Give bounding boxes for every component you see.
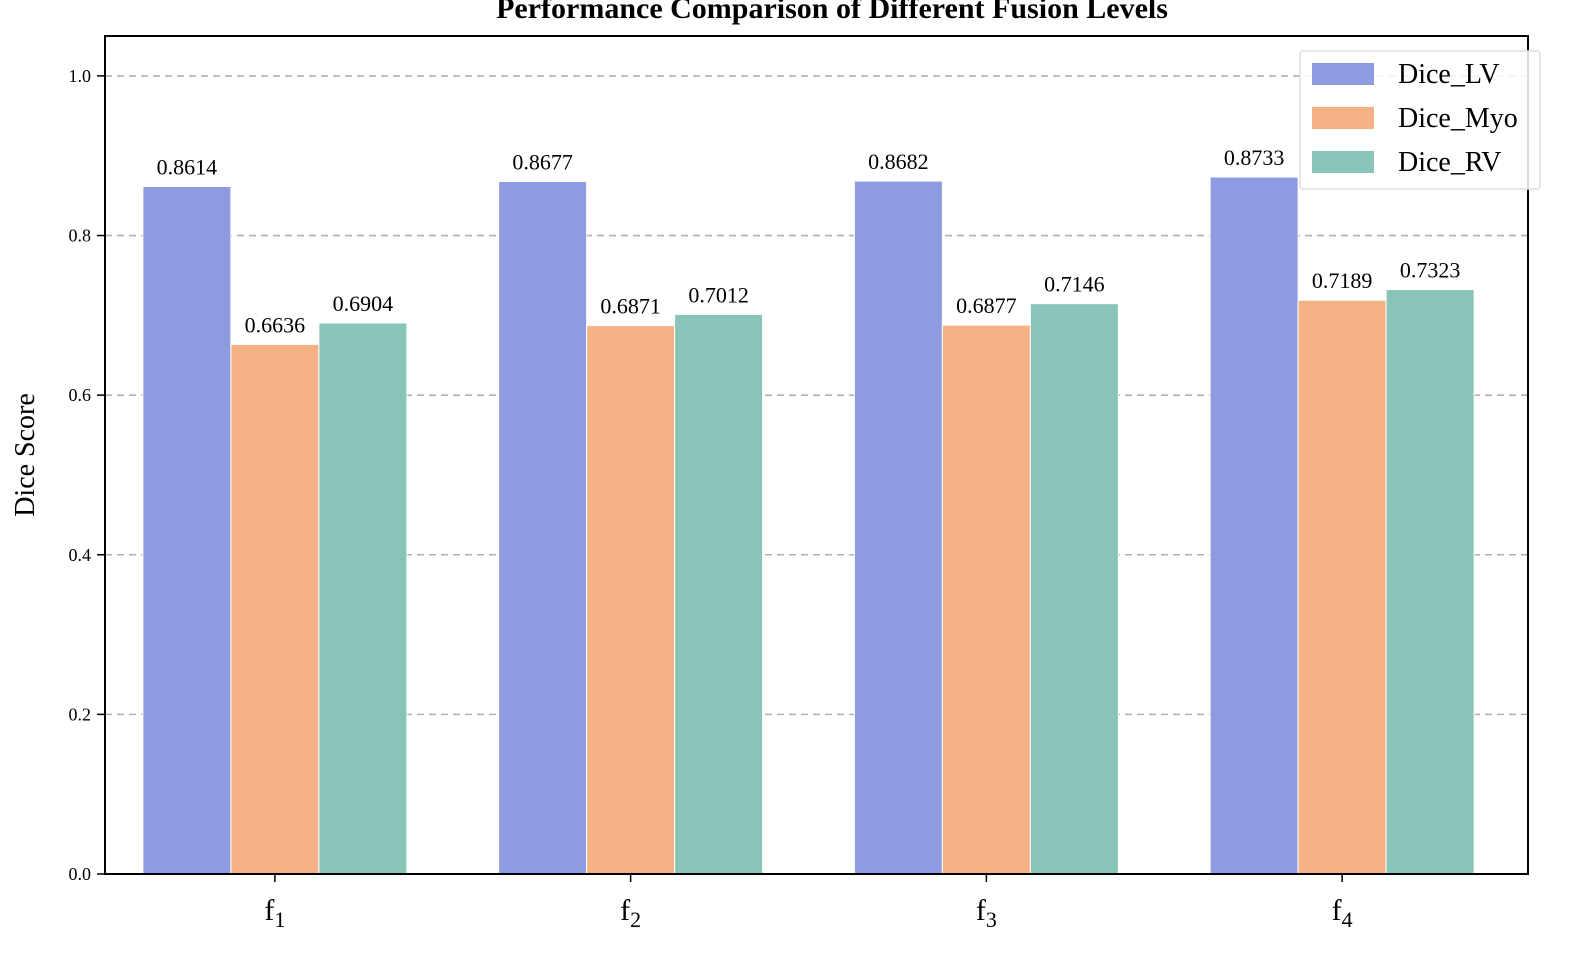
legend-label: Dice_Myo (1398, 103, 1518, 134)
x-tick-label: f2 (620, 894, 641, 932)
bar-value-label: 0.8614 (157, 155, 218, 180)
y-tick-label: 0.4 (69, 545, 92, 565)
legend: Dice_LV Dice_Myo Dice_RV (1299, 50, 1541, 190)
bar (674, 313, 764, 875)
bar-value-label: 0.8682 (868, 149, 929, 174)
x-tick-subscript: 3 (986, 907, 997, 932)
bar-value-label: 0.7146 (1044, 272, 1105, 297)
y-axis-ticks: 0.0 0.2 0.4 0.6 0.8 1.0 (69, 66, 105, 884)
bar (1209, 176, 1299, 875)
x-tick-subscript: 1 (274, 907, 285, 932)
bar-value-label: 0.8733 (1224, 145, 1285, 170)
bar-value-label: 0.6904 (333, 291, 394, 316)
bar (230, 343, 320, 875)
y-tick-label: 0.0 (69, 864, 92, 884)
bar (1385, 289, 1475, 875)
bar (586, 325, 676, 875)
bar-value-label: 0.7189 (1312, 268, 1373, 293)
legend-label: Dice_RV (1398, 147, 1502, 178)
bar (1029, 303, 1119, 875)
bar-value-label: 0.7323 (1400, 258, 1461, 283)
x-tick-label: f1 (264, 894, 285, 932)
grid-lines (105, 75, 1528, 716)
y-tick-label: 0.6 (69, 385, 92, 405)
legend-swatch (1312, 107, 1374, 129)
x-axis-ticks: f1 f2 f3 f4 (264, 874, 1353, 932)
bar-value-label: 0.8677 (512, 149, 573, 174)
x-tick-label: f3 (976, 894, 997, 932)
bar-value-label: 0.6877 (956, 293, 1017, 318)
y-axis-label: Dice Score (10, 393, 41, 517)
x-tick-subscript: 4 (1342, 907, 1353, 932)
legend-swatch (1312, 151, 1374, 173)
plot-frame (104, 35, 1529, 875)
legend-label: Dice_LV (1398, 59, 1500, 90)
y-tick-label: 0.2 (69, 704, 92, 724)
chart-title: Performance Comparison of Different Fusi… (496, 0, 1168, 25)
bar-value-label: 0.6871 (600, 294, 661, 319)
x-tick-label: f4 (1332, 894, 1353, 932)
bar-value-label: 0.6636 (245, 312, 306, 337)
bar (318, 322, 408, 875)
bars-group (142, 176, 1475, 875)
bar (1297, 299, 1387, 875)
x-tick-subscript: 2 (630, 907, 641, 932)
y-tick-label: 0.8 (69, 226, 92, 246)
y-tick-label: 1.0 (69, 66, 92, 86)
value-labels-group: 0.8614 0.6636 0.6904 0.8677 0.6871 0.7012 0.86… (157, 145, 1461, 337)
bar (941, 324, 1031, 875)
bar-value-label: 0.7012 (688, 282, 749, 307)
legend-swatch (1312, 63, 1374, 85)
bar (498, 180, 588, 875)
bar (853, 180, 943, 875)
bar (142, 186, 232, 875)
